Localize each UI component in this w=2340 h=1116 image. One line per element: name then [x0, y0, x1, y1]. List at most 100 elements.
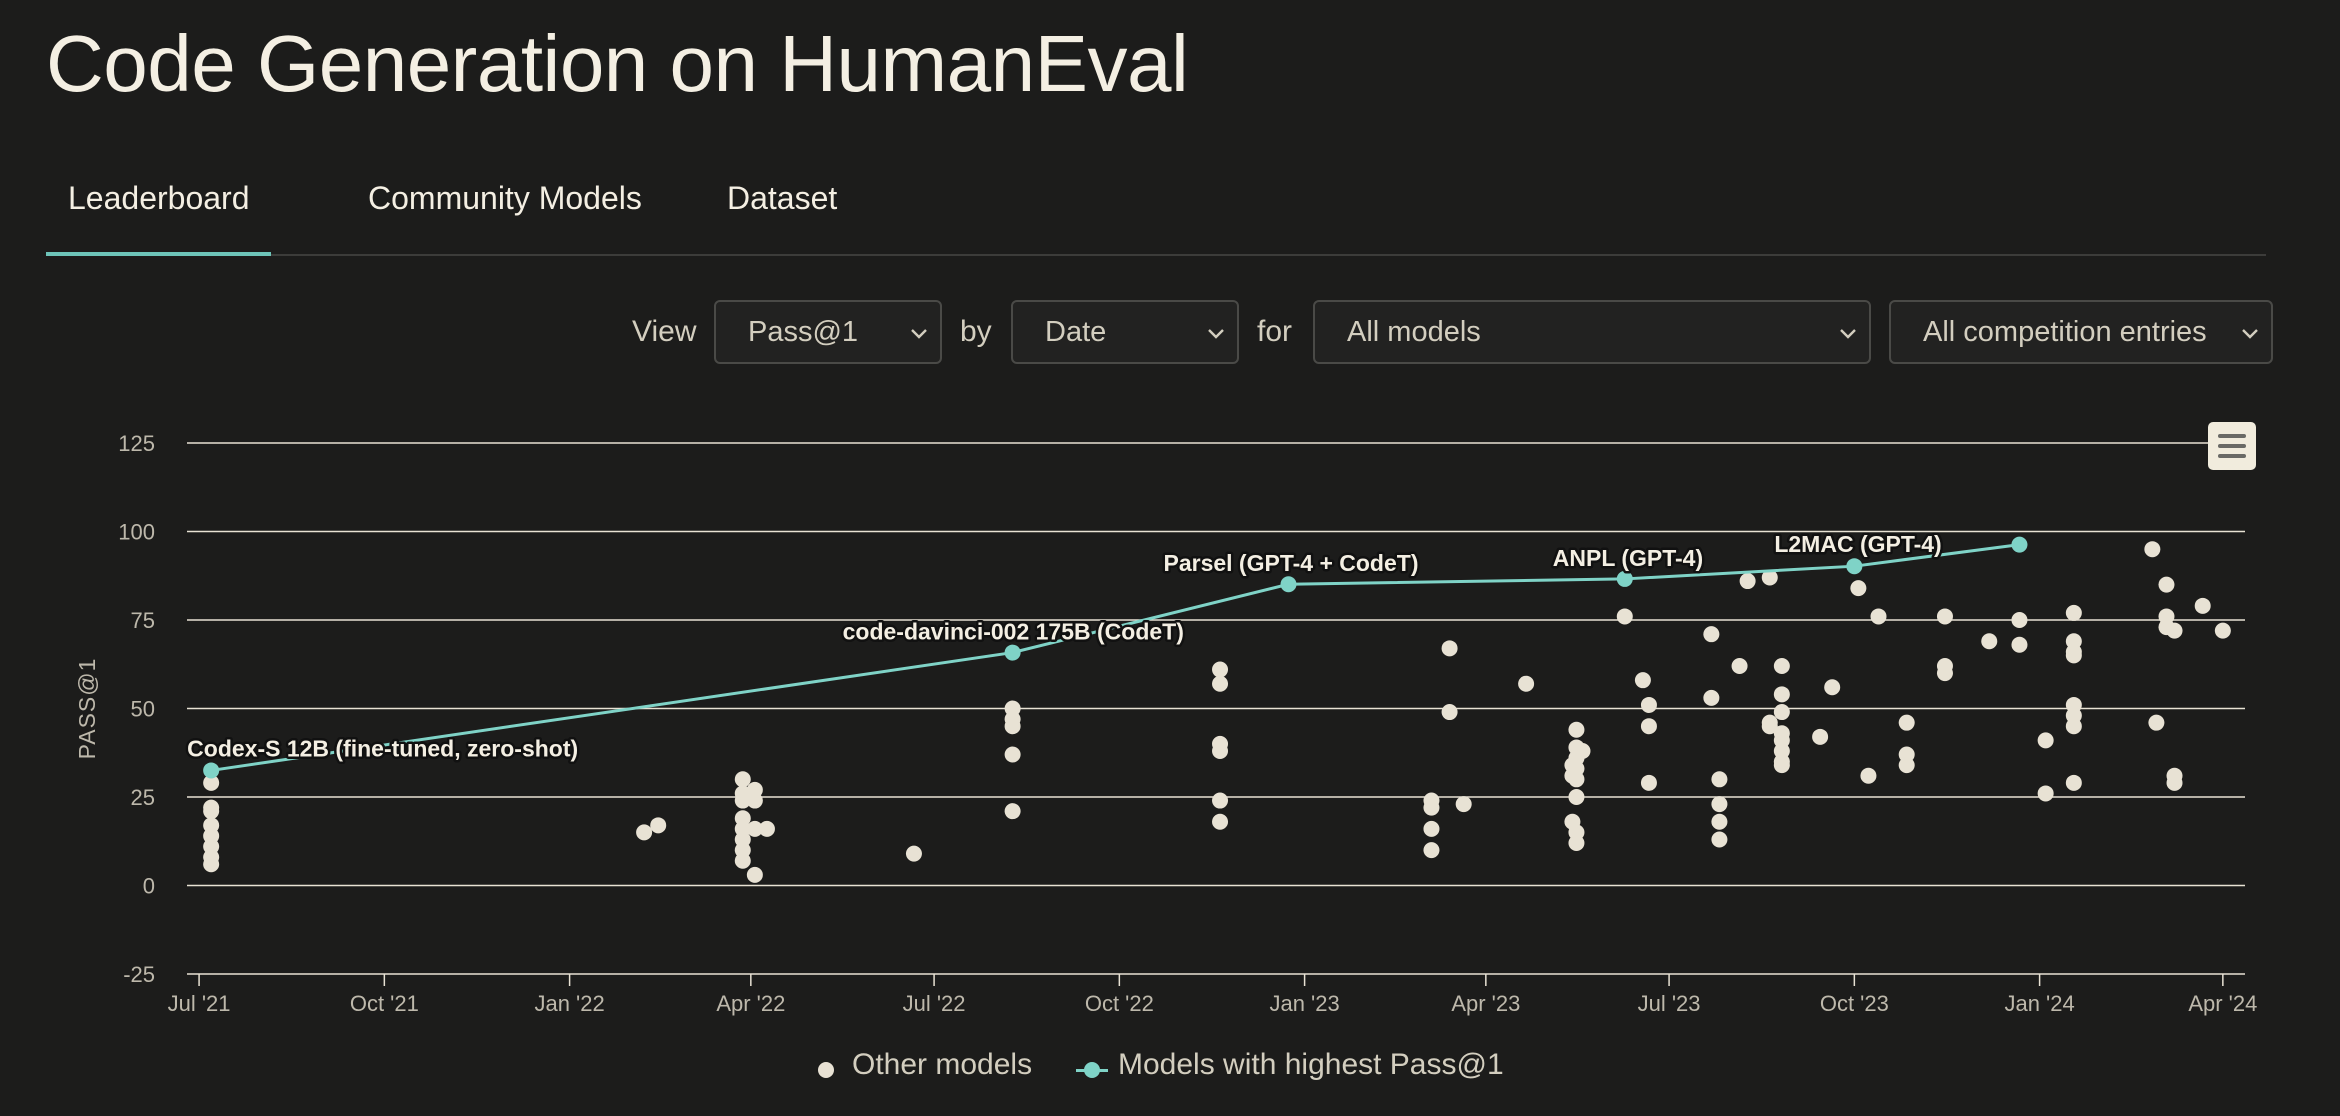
other-model-point [650, 817, 667, 834]
y-axis-title: PASS@1 [74, 658, 100, 760]
metric-select[interactable]: Pass@1 [714, 300, 942, 364]
best-model-label-halo: L2MAC (GPT-4) [1774, 531, 1941, 557]
other-model-point [636, 824, 653, 841]
y-tick-label: 75 [131, 608, 155, 633]
best-model-point [1280, 576, 1297, 593]
other-model-point [2037, 732, 2054, 749]
other-model-point [2065, 604, 2082, 621]
x-tick-label: Apr '23 [1451, 991, 1520, 1016]
other-model-point [203, 856, 220, 873]
other-model-point [1616, 608, 1633, 625]
y-tick-label: -25 [123, 962, 155, 987]
other-model-point [1739, 573, 1756, 590]
other-model-point [746, 866, 763, 883]
other-model-point [1568, 835, 1585, 852]
best-model-point [1846, 558, 1863, 575]
other-model-point [2166, 622, 2183, 639]
other-model-point [1640, 774, 1657, 791]
other-model-point [1212, 792, 1229, 809]
x-tick-label: Apr '22 [716, 991, 785, 1016]
axis-select-value: Date [1045, 316, 1107, 348]
tab-dataset[interactable]: Dataset [727, 180, 838, 216]
other-model-point [2037, 785, 2054, 802]
other-model-point [1761, 718, 1778, 735]
other-model-point [1568, 771, 1585, 788]
chevron-down-icon [2242, 329, 2258, 339]
chart-menu-button[interactable] [2208, 422, 2256, 470]
best-model-label-halo: code-davinci-002 175B (CodeT) [843, 619, 1184, 645]
other-model-point [2011, 612, 2028, 628]
hamburger-menu-icon-bar [2218, 454, 2246, 458]
other-model-point [1812, 728, 1829, 745]
other-model-point [905, 845, 922, 862]
chevron-down-icon [911, 329, 927, 339]
chevron-down-icon [1840, 329, 1856, 339]
hamburger-menu-icon [2218, 434, 2246, 438]
other-model-point [1455, 796, 1472, 813]
other-model-point [1711, 831, 1728, 848]
y-tick-label: 25 [131, 785, 155, 810]
other-model-point [1634, 672, 1651, 689]
other-model-point [1773, 658, 1790, 675]
other-model-point [1850, 580, 1867, 597]
other-model-point [1981, 633, 1998, 650]
other-model-point [2065, 718, 2082, 735]
other-model-point [2158, 576, 2175, 593]
other-model-point [1870, 608, 1887, 625]
other-model-point [1423, 799, 1440, 816]
by-label: by [960, 315, 992, 348]
other-model-point [1518, 675, 1535, 692]
x-tick-label: Oct '22 [1085, 991, 1154, 1016]
models-select-value: All models [1347, 316, 1481, 348]
y-tick-label: 100 [118, 520, 155, 545]
other-model-point [734, 771, 751, 788]
pass-at-1-chart: -25 0 25 50 75 100 125 Jul '21 Oct '21 Jan '22 Apr… [74, 431, 2257, 1016]
models-select[interactable]: All models [1313, 300, 1871, 364]
other-model-point [1936, 665, 1953, 682]
other-model-point [1824, 679, 1841, 696]
other-model-point [1004, 746, 1021, 763]
other-model-point [1898, 714, 1915, 731]
for-label: for [1257, 315, 1293, 348]
other-model-point [1441, 704, 1458, 721]
other-model-point [1860, 767, 1877, 784]
x-tick-label: Jul '22 [903, 991, 966, 1016]
other-model-point [1004, 718, 1021, 735]
other-model-point [734, 852, 751, 869]
other-model-point [2065, 774, 2082, 791]
other-model-point [1212, 675, 1229, 692]
legend-dot-icon [818, 1062, 834, 1078]
tab-leaderboard[interactable]: Leaderboard [46, 178, 272, 256]
best-model-point [2011, 536, 2028, 553]
other-model-point [1423, 820, 1440, 837]
other-model-point [1703, 689, 1720, 706]
best-model-label: Parsel (GPT-4 + CodeT) [1163, 550, 1418, 576]
other-model-point [1568, 789, 1585, 805]
other-model-point [758, 820, 775, 837]
other-model-point [1773, 686, 1790, 703]
other-model-point [1212, 742, 1229, 759]
x-tick-label: Jan '23 [1269, 991, 1339, 1016]
x-tick-label: Jul '23 [1638, 991, 1701, 1016]
other-model-point [1212, 813, 1229, 830]
other-model-point [2011, 636, 2028, 653]
best-model-label: L2MAC (GPT-4) [1774, 531, 1941, 557]
other-model-point [2214, 622, 2231, 639]
y-tick-label: 125 [118, 431, 155, 456]
x-tick-label: Oct '21 [350, 991, 419, 1016]
best-model-label-halo: ANPL (GPT-4) [1553, 545, 1703, 571]
legend-label-best: Models with highest Pass@1 [1118, 1048, 1504, 1081]
axis-select[interactable]: Date [1011, 300, 1239, 364]
other-model-point [1640, 718, 1657, 735]
other-model-point [1212, 661, 1229, 678]
best-model-point [1004, 644, 1021, 661]
metric-select-value: Pass@1 [748, 316, 859, 348]
x-tick-label: Apr '24 [2188, 991, 2257, 1016]
other-model-point [1568, 721, 1585, 738]
other-model-point [2065, 647, 2082, 664]
view-label: View [632, 315, 697, 348]
other-model-point [1703, 626, 1720, 643]
legend-dot-icon [1084, 1062, 1100, 1078]
entries-select[interactable]: All competition entries [1889, 300, 2273, 364]
tab-community-models[interactable]: Community Models [368, 180, 642, 216]
